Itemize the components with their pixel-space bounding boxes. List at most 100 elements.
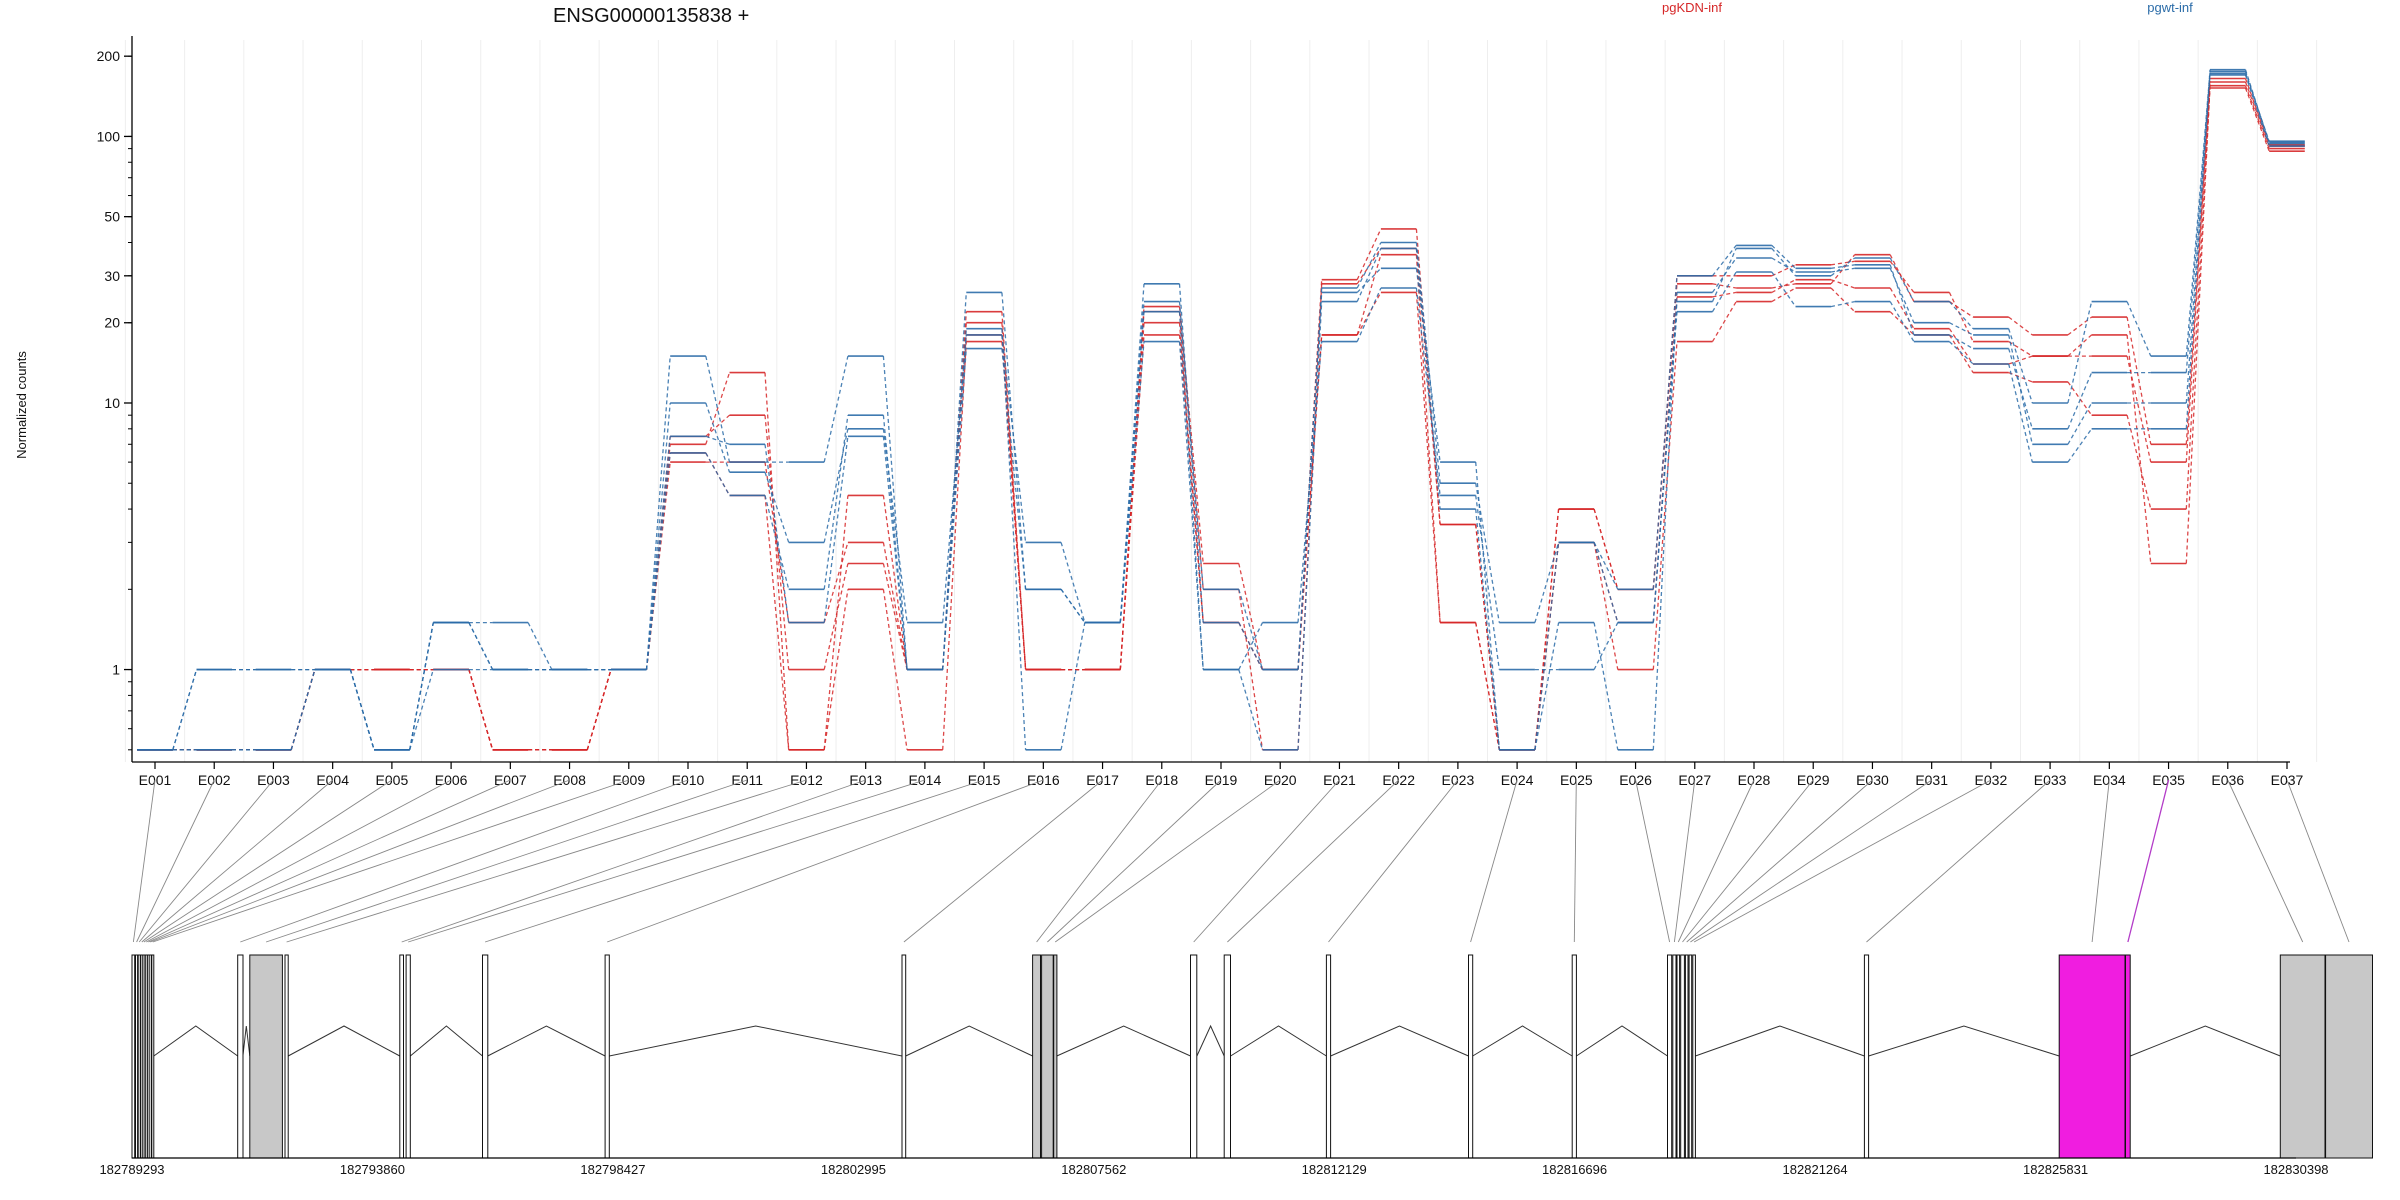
intron-line: [242, 1025, 251, 1057]
exon-E002: [135, 954, 139, 1159]
connector-E034: [2091, 779, 2110, 943]
x-tick-label-E013: E013: [849, 772, 882, 788]
x-tick-label-E016: E016: [1027, 772, 1060, 788]
genomic-coordinate-label: 182807562: [1061, 1162, 1126, 1177]
connector-E009: [152, 779, 629, 943]
connector-E004: [141, 779, 333, 943]
exon-E016: [604, 954, 610, 1159]
series-lines: [137, 68, 2305, 751]
x-tick-label-E035: E035: [2152, 772, 2185, 788]
connector-E017: [903, 779, 1103, 943]
series-transitions: [172, 81, 2270, 751]
exon-E019: [1041, 954, 1054, 1159]
x-tick-label-E017: E017: [1086, 772, 1119, 788]
connector-E021: [1193, 779, 1340, 943]
series-transitions: [172, 69, 2270, 751]
exon-E035: [2125, 954, 2131, 1159]
x-tick-label-E012: E012: [790, 772, 823, 788]
series-plateaus: [137, 74, 2305, 751]
exon-E030: [1684, 954, 1689, 1159]
exon-E017: [901, 954, 907, 1159]
x-tick-label-E011: E011: [731, 772, 763, 788]
y-tick-label: 200: [97, 48, 121, 64]
intron-line: [1056, 1025, 1191, 1057]
x-tick-label-E024: E024: [1501, 772, 1534, 788]
exon-E012: [284, 954, 289, 1159]
connector-E003: [138, 779, 274, 943]
intron-line: [287, 1025, 401, 1057]
x-tick-label-E021: E021: [1323, 772, 1356, 788]
exon-E034: [2058, 954, 2126, 1159]
exon-E031: [1688, 954, 1693, 1159]
series-transitions: [172, 85, 2270, 751]
connector-E006: [146, 779, 452, 943]
x-tick-label-E014: E014: [909, 772, 942, 788]
genomic-coordinate-label: 182812129: [1302, 1162, 1367, 1177]
exon-E018: [1032, 954, 1041, 1159]
x-tick-label-E027: E027: [1678, 772, 1711, 788]
exon-E024: [1468, 954, 1474, 1159]
intron-line: [1868, 1025, 2060, 1057]
x-tick-label-E008: E008: [553, 772, 586, 788]
intron-line: [1576, 1025, 1668, 1057]
x-tick-label-E033: E033: [2034, 772, 2067, 788]
intron-line: [487, 1025, 606, 1057]
exon-E009: [151, 954, 155, 1159]
exon-E013: [399, 954, 404, 1159]
exon-E011: [249, 954, 283, 1159]
y-axis-label: Normalized counts: [14, 351, 29, 459]
genomic-coordinate-label: 182798427: [580, 1162, 645, 1177]
series-plateaus: [137, 72, 2305, 751]
x-tick-label-E004: E004: [316, 772, 349, 788]
exon-E008: [148, 954, 152, 1159]
exon-connectors: [132, 779, 2350, 943]
connector-E032: [1693, 779, 1992, 943]
connector-E026: [1635, 779, 1671, 943]
intron-line: [1695, 1025, 1865, 1057]
series-pgwt-inf-8: [137, 74, 2305, 751]
connector-E024: [1470, 779, 1518, 943]
intron-line: [1330, 1025, 1469, 1057]
series-transitions: [172, 87, 2270, 751]
x-tick-label-E028: E028: [1738, 772, 1771, 788]
exon-E001: [131, 954, 136, 1159]
x-tick-label-E030: E030: [1856, 772, 1889, 788]
connector-E028: [1677, 779, 1755, 943]
intron-line: [905, 1025, 1033, 1057]
series-pgKDN-inf-1: [137, 81, 2305, 751]
intron-line: [1230, 1025, 1327, 1057]
exon-E027: [1672, 954, 1677, 1159]
y-tick-label: 10: [104, 395, 120, 411]
exon-E010: [237, 954, 244, 1159]
x-tick-label-E005: E005: [376, 772, 409, 788]
x-tick-label-E020: E020: [1264, 772, 1297, 788]
exon-E023: [1325, 954, 1332, 1159]
legend-label-pgkdn-inf: pgKDN-inf: [1662, 0, 1722, 15]
connector-E014: [408, 779, 926, 943]
exon-E003: [137, 954, 141, 1159]
exon-E021: [1190, 954, 1198, 1159]
series-transitions: [172, 74, 2270, 751]
connector-E035: [2127, 779, 2170, 943]
connector-E018: [1036, 779, 1163, 943]
series-pgwt-inf-5: [137, 70, 2305, 751]
exon-E026: [1667, 954, 1673, 1159]
genomic-coordinate-label: 182825831: [2023, 1162, 2088, 1177]
x-tick-label-E001: E001: [139, 772, 172, 788]
series-plateaus: [137, 70, 2305, 751]
genomic-coordinate-label: 182830398: [2263, 1162, 2328, 1177]
series-transitions: [172, 73, 2270, 750]
connector-E011: [265, 779, 748, 943]
exon-E014: [405, 954, 411, 1159]
connector-E007: [148, 779, 511, 943]
connector-E019: [1047, 779, 1222, 943]
intron-line: [1196, 1024, 1225, 1057]
series-transitions: [172, 71, 2270, 750]
x-tick-label-E032: E032: [1975, 772, 2008, 788]
connector-E005: [143, 779, 393, 943]
exon-E015: [482, 954, 489, 1159]
exon-E025: [1571, 954, 1577, 1159]
genomic-coordinate-label: 182802995: [821, 1162, 886, 1177]
